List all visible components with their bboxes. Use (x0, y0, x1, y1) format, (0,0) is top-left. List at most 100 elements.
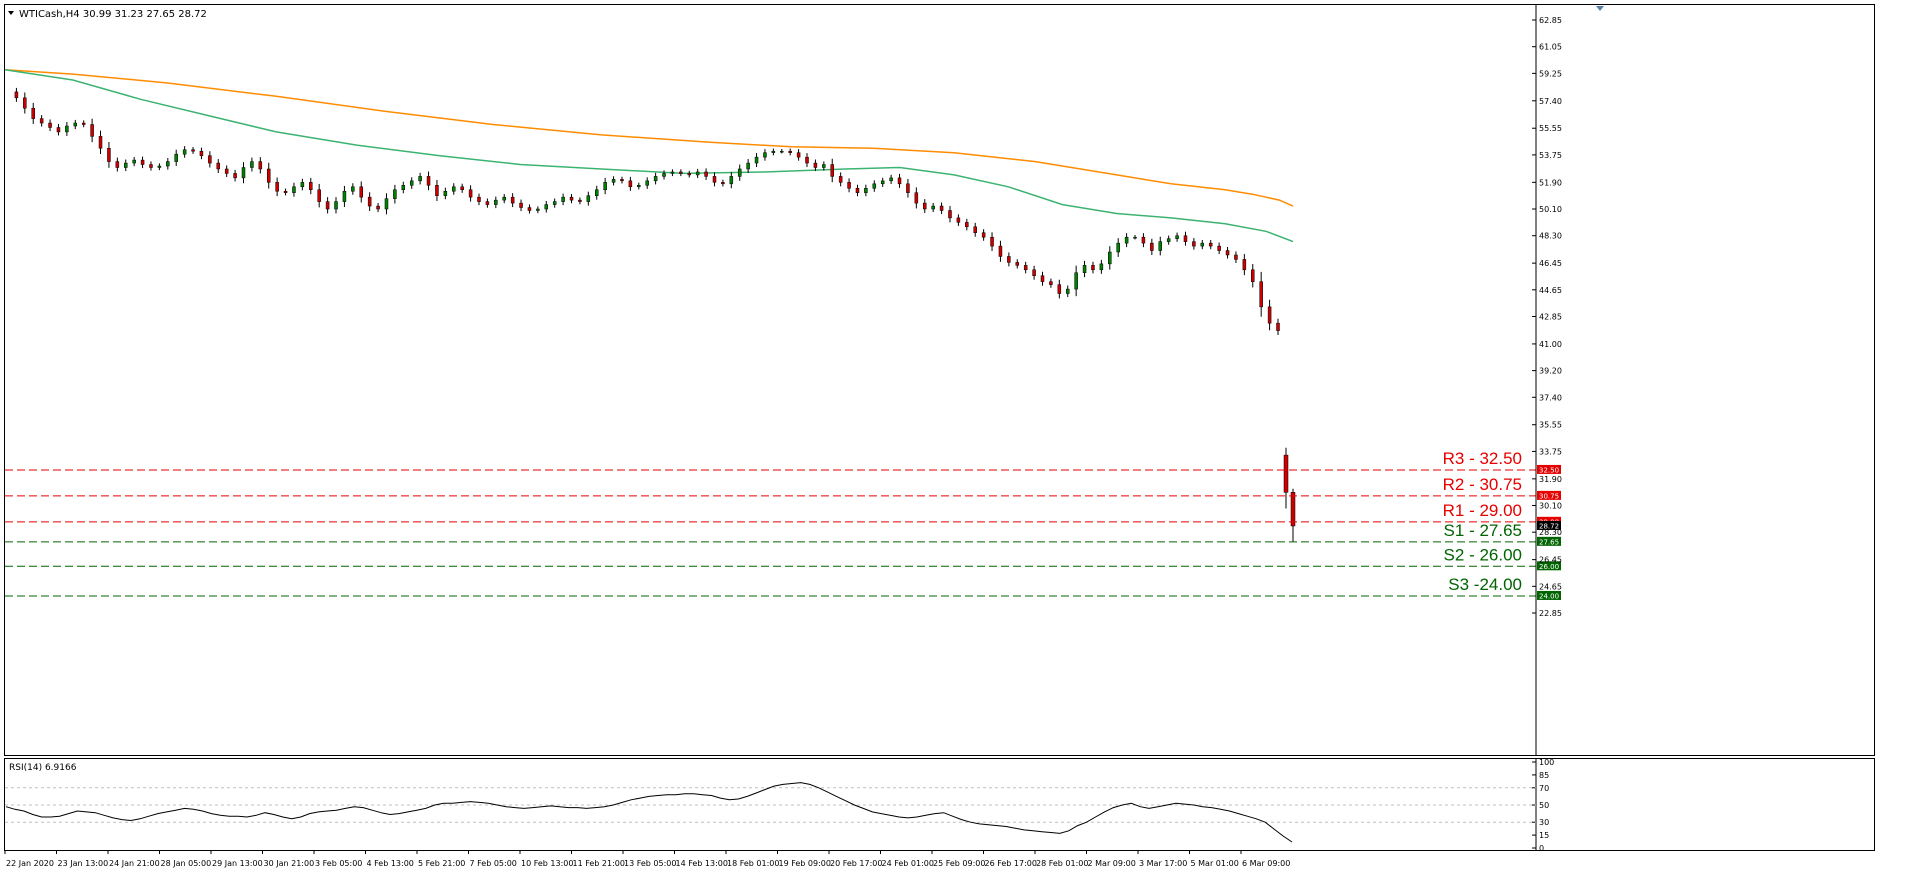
bear-candle (359, 186, 363, 198)
time-tick-label: 28 Jan 05:00 (161, 859, 212, 868)
price-tick-label: 22.85 (1539, 609, 1562, 618)
time-tick-label: 19 Feb 09:00 (779, 859, 831, 868)
rsi-tick-label: 70 (1539, 784, 1549, 793)
rsi-tick-label: 30 (1539, 818, 1549, 827)
support-level-label: S1 - 27.65 (1444, 521, 1522, 540)
resistance-price-tag-text: 32.50 (1539, 466, 1559, 474)
time-tick-label: 29 Jan 13:00 (212, 859, 263, 868)
bull-candle (889, 177, 893, 182)
bear-candle (98, 136, 103, 149)
bull-candle (1116, 242, 1120, 253)
resistance-price-tag (1537, 464, 1561, 474)
time-tick-label: 3 Feb 05:00 (315, 859, 362, 868)
support-price-tag (1537, 561, 1561, 571)
bull-candle (132, 159, 136, 164)
bear-candle (519, 202, 523, 208)
bear-candle (796, 152, 801, 158)
price-tick-label: 50.10 (1539, 205, 1562, 214)
bear-candle (923, 202, 927, 210)
bear-candle (1234, 254, 1238, 260)
bull-candle (182, 149, 187, 155)
bear-candle (956, 217, 961, 223)
bear-candle (1242, 259, 1247, 271)
bear-candle (1276, 322, 1280, 331)
bull-candle (166, 161, 170, 167)
bull-candle (695, 171, 700, 176)
bull-candle (1082, 265, 1087, 274)
triangle-down-icon[interactable] (8, 11, 14, 15)
bull-candle (931, 205, 935, 210)
bull-candle (351, 186, 355, 192)
bear-candle (1217, 245, 1221, 251)
bear-candle (426, 176, 431, 186)
bull-candle (443, 190, 448, 196)
time-tick-label: 24 Feb 01:00 (882, 859, 934, 868)
bear-candle (578, 199, 582, 202)
bear-candle (1208, 242, 1213, 247)
time-tick-label: 5 Mar 01:00 (1191, 859, 1239, 868)
bear-candle (1023, 265, 1028, 271)
scroll-marker-icon[interactable] (1596, 6, 1604, 11)
bear-candle (14, 91, 19, 99)
support-level-label: S3 -24.00 (1448, 575, 1522, 594)
bull-candle (1200, 242, 1205, 247)
time-tick-label: 22 Jan 2020 (6, 859, 54, 868)
bull-candle (1133, 236, 1137, 239)
bear-candle (1267, 306, 1272, 324)
bull-candle (872, 183, 877, 189)
support-resistance-levels: R3 - 32.50 32.50 R2 - 30.75 30.75 R1 - 29.00… (5, 449, 1561, 600)
time-tick-label: 24 Jan 21:00 (109, 859, 160, 868)
bear-candle (149, 164, 153, 168)
bear-candle (1032, 269, 1036, 276)
price-tick-label: 51.90 (1539, 178, 1562, 187)
bear-candle (1015, 262, 1020, 266)
bear-candle (1251, 269, 1255, 282)
bear-candle (721, 182, 725, 185)
bull-candle (401, 185, 406, 190)
bear-candle (830, 164, 834, 177)
bull-candle (157, 165, 162, 168)
bull-candle (1099, 263, 1104, 271)
bull-candle (65, 125, 69, 133)
time-tick-label: 13 Feb 05:00 (624, 859, 676, 868)
price-tick-label: 59.25 (1539, 69, 1562, 78)
bear-candle (906, 183, 910, 193)
price-axis: 62.85 61.05 59.25 57.40 55.55 53.75 51.90 50.10… (1532, 4, 1562, 756)
bull-candle (1175, 235, 1179, 239)
bull-candle (452, 186, 456, 192)
bear-candle (1049, 281, 1053, 285)
bear-candle (1283, 454, 1289, 493)
time-tick-label: 20 Feb 17:00 (830, 859, 882, 868)
bull-candle (746, 162, 750, 170)
price-tick-label: 24.65 (1539, 582, 1562, 591)
bear-candle (81, 122, 86, 125)
rsi-tick-label: 0 (1539, 844, 1544, 853)
time-tick-label: 10 Feb 13:00 (521, 859, 573, 868)
bear-candle (813, 162, 818, 168)
bull-candle (544, 204, 549, 210)
price-tick-label: 46.45 (1539, 259, 1562, 268)
bear-candle (527, 207, 532, 211)
bear-candle (805, 156, 809, 164)
bull-candle (737, 168, 742, 177)
bear-candle (325, 201, 330, 210)
bull-candle (1124, 236, 1129, 244)
bull-candle (662, 173, 666, 177)
bear-candle (39, 118, 44, 124)
resistance-level-label: R3 - 32.50 (1443, 449, 1522, 468)
bear-candle (855, 188, 860, 193)
time-tick-label: 4 Feb 13:00 (367, 859, 414, 868)
bull-candle (1065, 288, 1070, 294)
bear-candle (283, 190, 288, 193)
bear-candle (1192, 241, 1196, 247)
bull-candle (754, 156, 759, 164)
bear-candle (1057, 284, 1062, 294)
bear-candle (309, 182, 313, 190)
bull-candle (1158, 241, 1163, 251)
support-price-tag (1537, 590, 1561, 600)
bear-candle (23, 97, 27, 109)
time-tick-label: 2 Mar 09:00 (1088, 859, 1136, 868)
time-tick-label: 7 Feb 05:00 (470, 859, 517, 868)
